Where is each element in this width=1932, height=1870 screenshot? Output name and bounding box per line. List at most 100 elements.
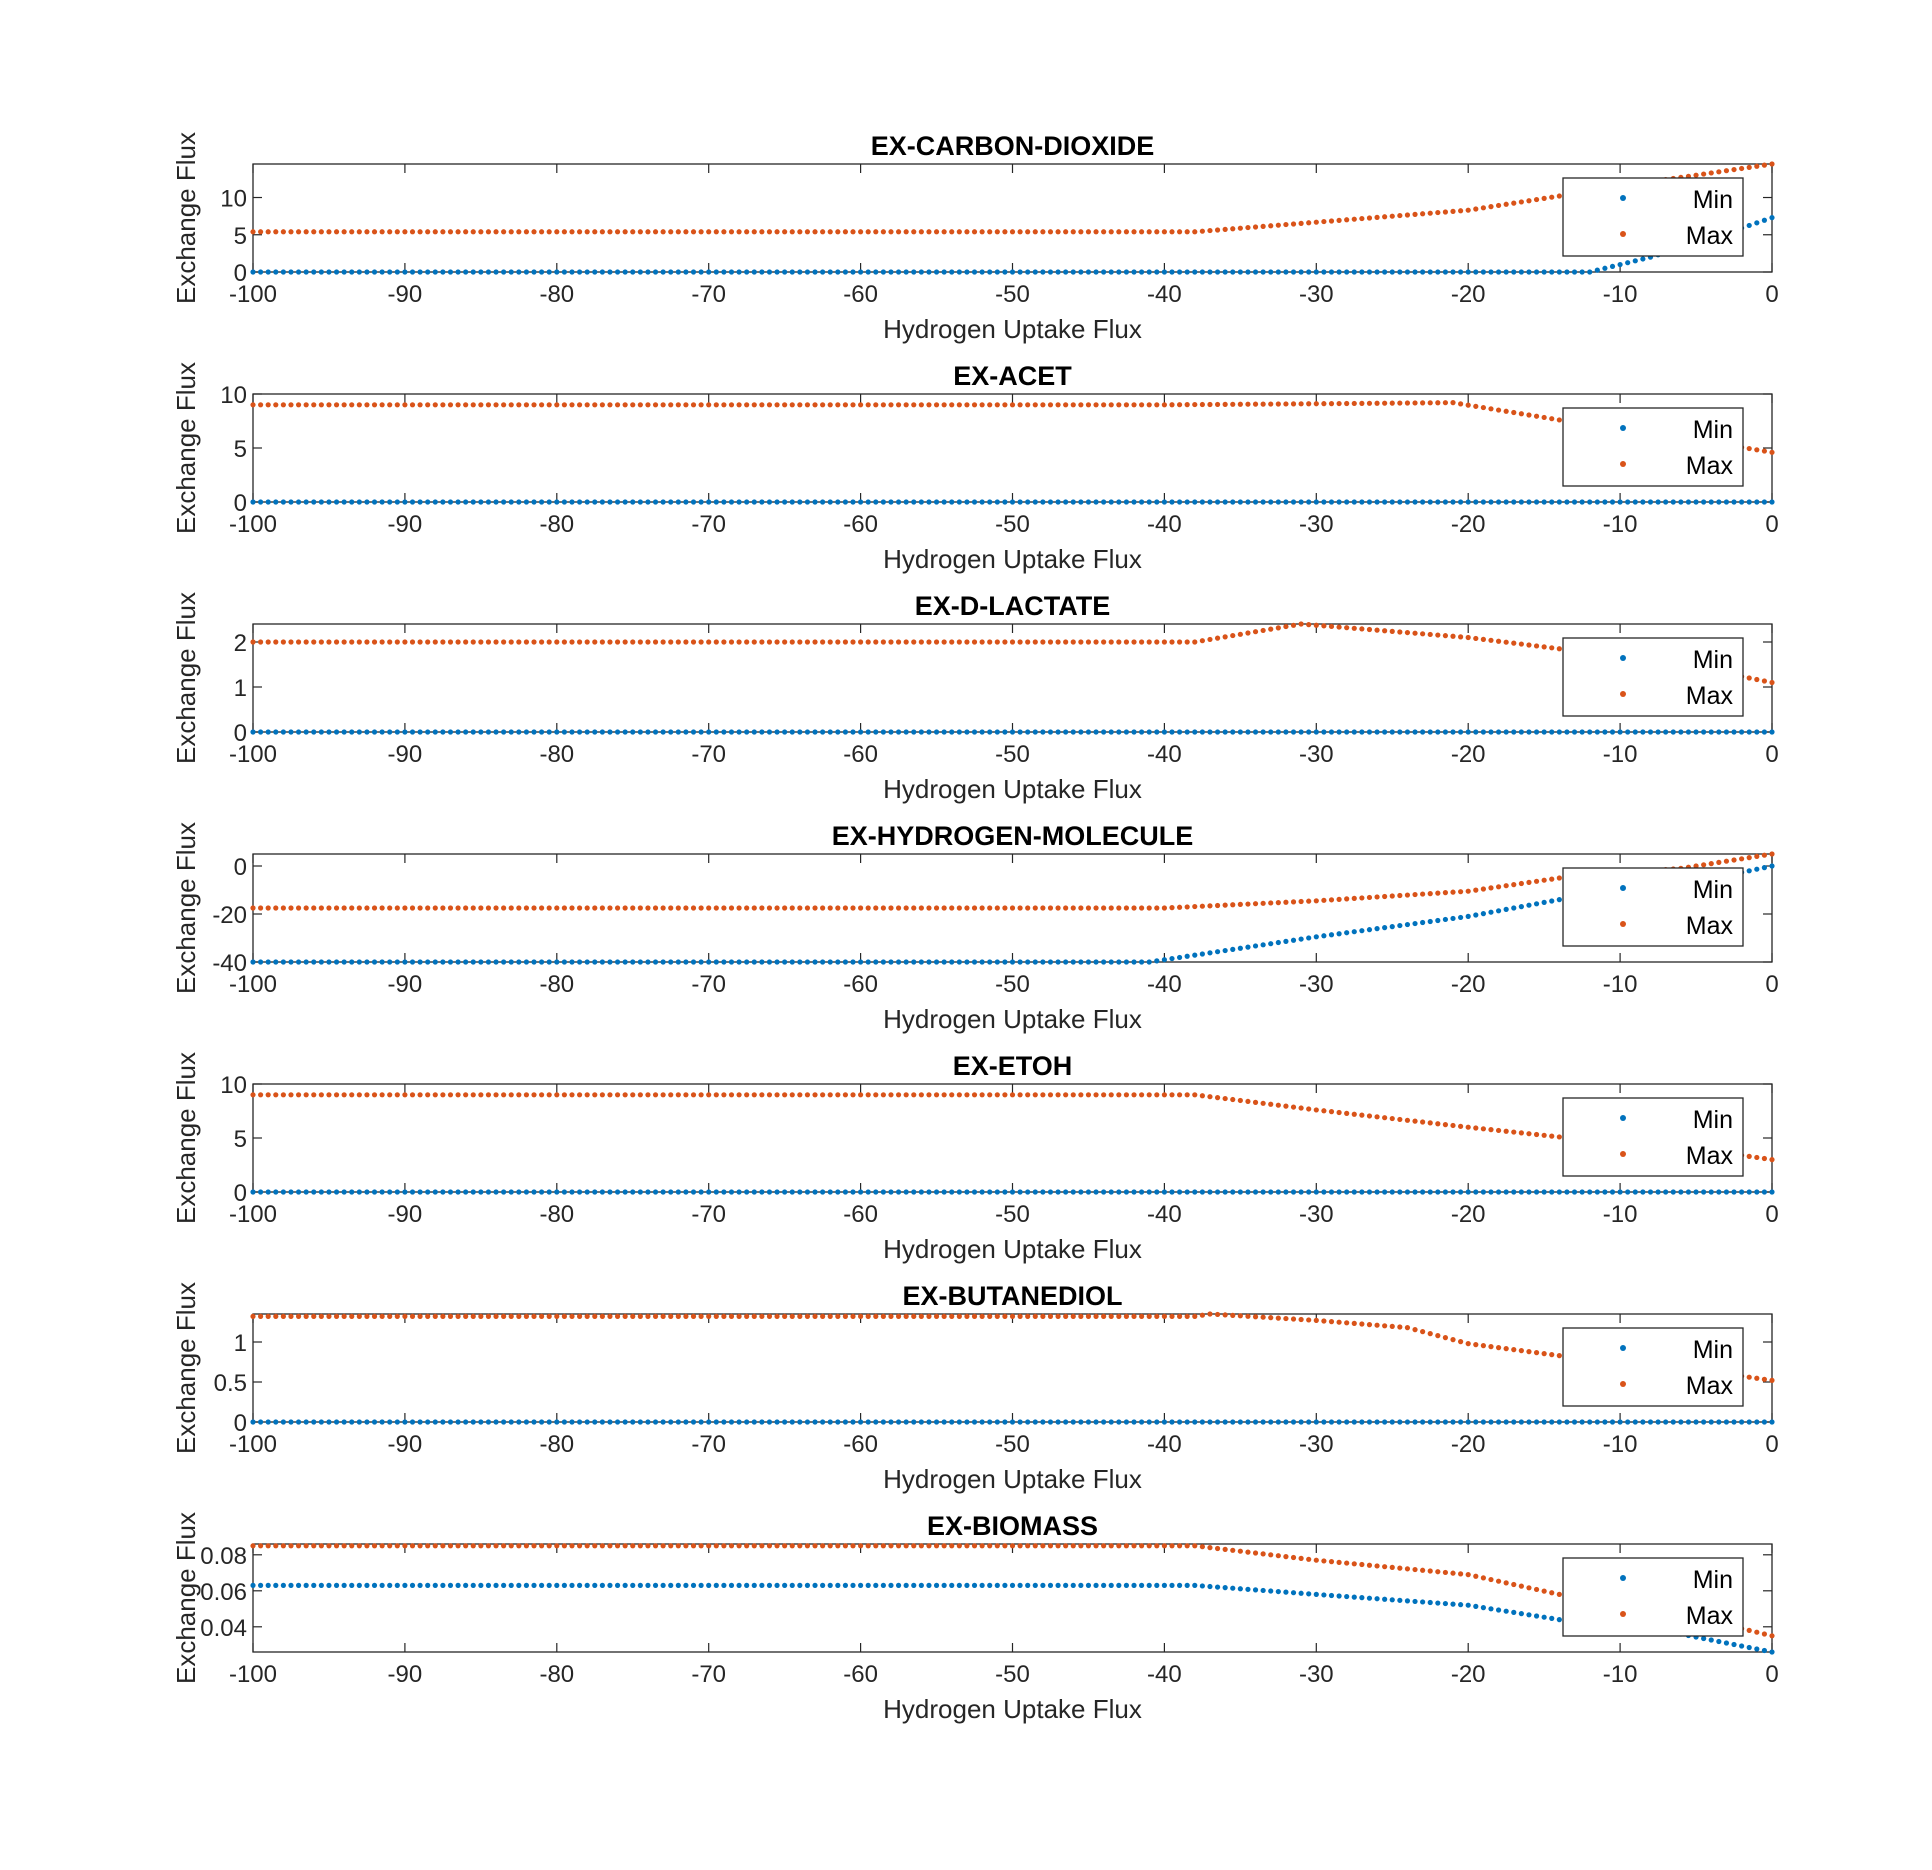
data-point-min (1199, 1189, 1205, 1195)
data-point-min (652, 1419, 659, 1425)
x-tick-label: -90 (388, 1431, 423, 1458)
data-point-min (622, 1582, 628, 1588)
data-point-max (493, 229, 499, 235)
data-point-min (751, 269, 757, 275)
x-axis-label: Hydrogen Uptake Flux (883, 774, 1142, 804)
data-point-max (402, 1313, 408, 1319)
data-point-max (721, 402, 727, 408)
data-point-min (1366, 269, 1373, 275)
data-point-max (933, 1313, 940, 1319)
data-point-min (1404, 1189, 1411, 1195)
data-point-min (789, 1189, 795, 1195)
data-point-min (1025, 959, 1031, 965)
data-point-min (508, 269, 514, 275)
data-point-max (797, 229, 803, 235)
data-point-min (1435, 1189, 1441, 1195)
data-point-max (820, 1313, 826, 1319)
data-point-min (1176, 499, 1183, 505)
data-point-max (1389, 893, 1395, 899)
data-point-max (1047, 402, 1054, 408)
data-point-max (994, 905, 1000, 911)
data-point-min (987, 499, 993, 505)
data-point-min (599, 269, 605, 275)
data-point-min (880, 959, 886, 965)
y-tick-label: 1 (234, 675, 247, 702)
data-point-min (379, 1189, 385, 1195)
data-point-min (987, 729, 993, 735)
data-point-max (478, 229, 484, 235)
data-point-max (1761, 448, 1767, 454)
data-point-min (668, 269, 674, 275)
data-point-min (364, 269, 370, 275)
data-point-max (554, 1543, 560, 1549)
data-point-min (531, 959, 537, 965)
data-point-max (820, 905, 826, 911)
data-point-max (842, 229, 849, 235)
data-point-max (614, 1313, 621, 1319)
data-point-min (1070, 499, 1076, 505)
data-point-max (660, 639, 666, 645)
data-point-max (971, 639, 978, 645)
data-point-max (971, 1543, 978, 1549)
data-point-max (1761, 1376, 1767, 1382)
data-point-max (987, 905, 993, 911)
data-point-max (865, 1543, 871, 1549)
data-point-max (668, 1092, 674, 1098)
data-point-max (956, 402, 962, 408)
data-point-max (880, 402, 886, 408)
data-point-min (1351, 1419, 1357, 1425)
data-point-max (1199, 903, 1205, 909)
data-point-min (614, 269, 621, 275)
data-point-max (1731, 166, 1737, 173)
data-point-min (888, 269, 894, 275)
data-point-max (1518, 1130, 1524, 1136)
data-point-min (1116, 729, 1122, 735)
legend-box (1562, 177, 1744, 257)
data-point-max (835, 905, 841, 911)
y-tick-label: 5 (234, 1126, 247, 1153)
data-point-max (1199, 1544, 1205, 1550)
data-point-min (918, 959, 924, 965)
data-point-max (1268, 223, 1274, 229)
data-point-max (804, 1313, 811, 1319)
data-point-min (371, 1189, 378, 1195)
data-point-min (1040, 729, 1046, 735)
data-point-min (447, 1189, 454, 1195)
data-point-min (463, 959, 469, 965)
data-point-min (1412, 499, 1418, 505)
data-point-min (508, 1189, 514, 1195)
data-point-max (804, 639, 811, 645)
data-point-min (1526, 729, 1532, 735)
data-point-max (1313, 898, 1319, 904)
data-point-min (1541, 1189, 1547, 1195)
data-point-min (364, 1189, 370, 1195)
data-point-max (994, 1543, 1000, 1549)
data-point-min (1602, 265, 1608, 271)
data-point-min (1450, 1419, 1456, 1425)
data-point-max (531, 402, 537, 408)
data-point-min (1123, 959, 1130, 965)
data-point-max (379, 1313, 385, 1319)
data-point-max (1002, 402, 1008, 408)
data-point-max (1336, 896, 1342, 902)
data-point-max (569, 1092, 575, 1098)
x-tick-label: -40 (1147, 741, 1182, 768)
data-point-max (1237, 225, 1243, 231)
data-point-max (782, 402, 788, 408)
data-point-min (1503, 1419, 1509, 1425)
data-point-min (1085, 959, 1092, 965)
data-point-max (668, 229, 674, 235)
data-point-max (842, 905, 849, 911)
data-point-max (1480, 1343, 1486, 1349)
data-point-max (1108, 639, 1114, 645)
data-point-max (493, 1092, 499, 1098)
data-point-min (326, 1189, 332, 1195)
data-point-max (797, 1092, 803, 1098)
data-point-max (1192, 1313, 1198, 1319)
data-point-min (1154, 1189, 1160, 1195)
data-point-min (1154, 499, 1160, 505)
data-point-min (258, 729, 264, 735)
data-point-max (258, 1313, 264, 1319)
x-tick-label: -40 (1147, 1661, 1182, 1688)
data-point-max (683, 1313, 689, 1319)
